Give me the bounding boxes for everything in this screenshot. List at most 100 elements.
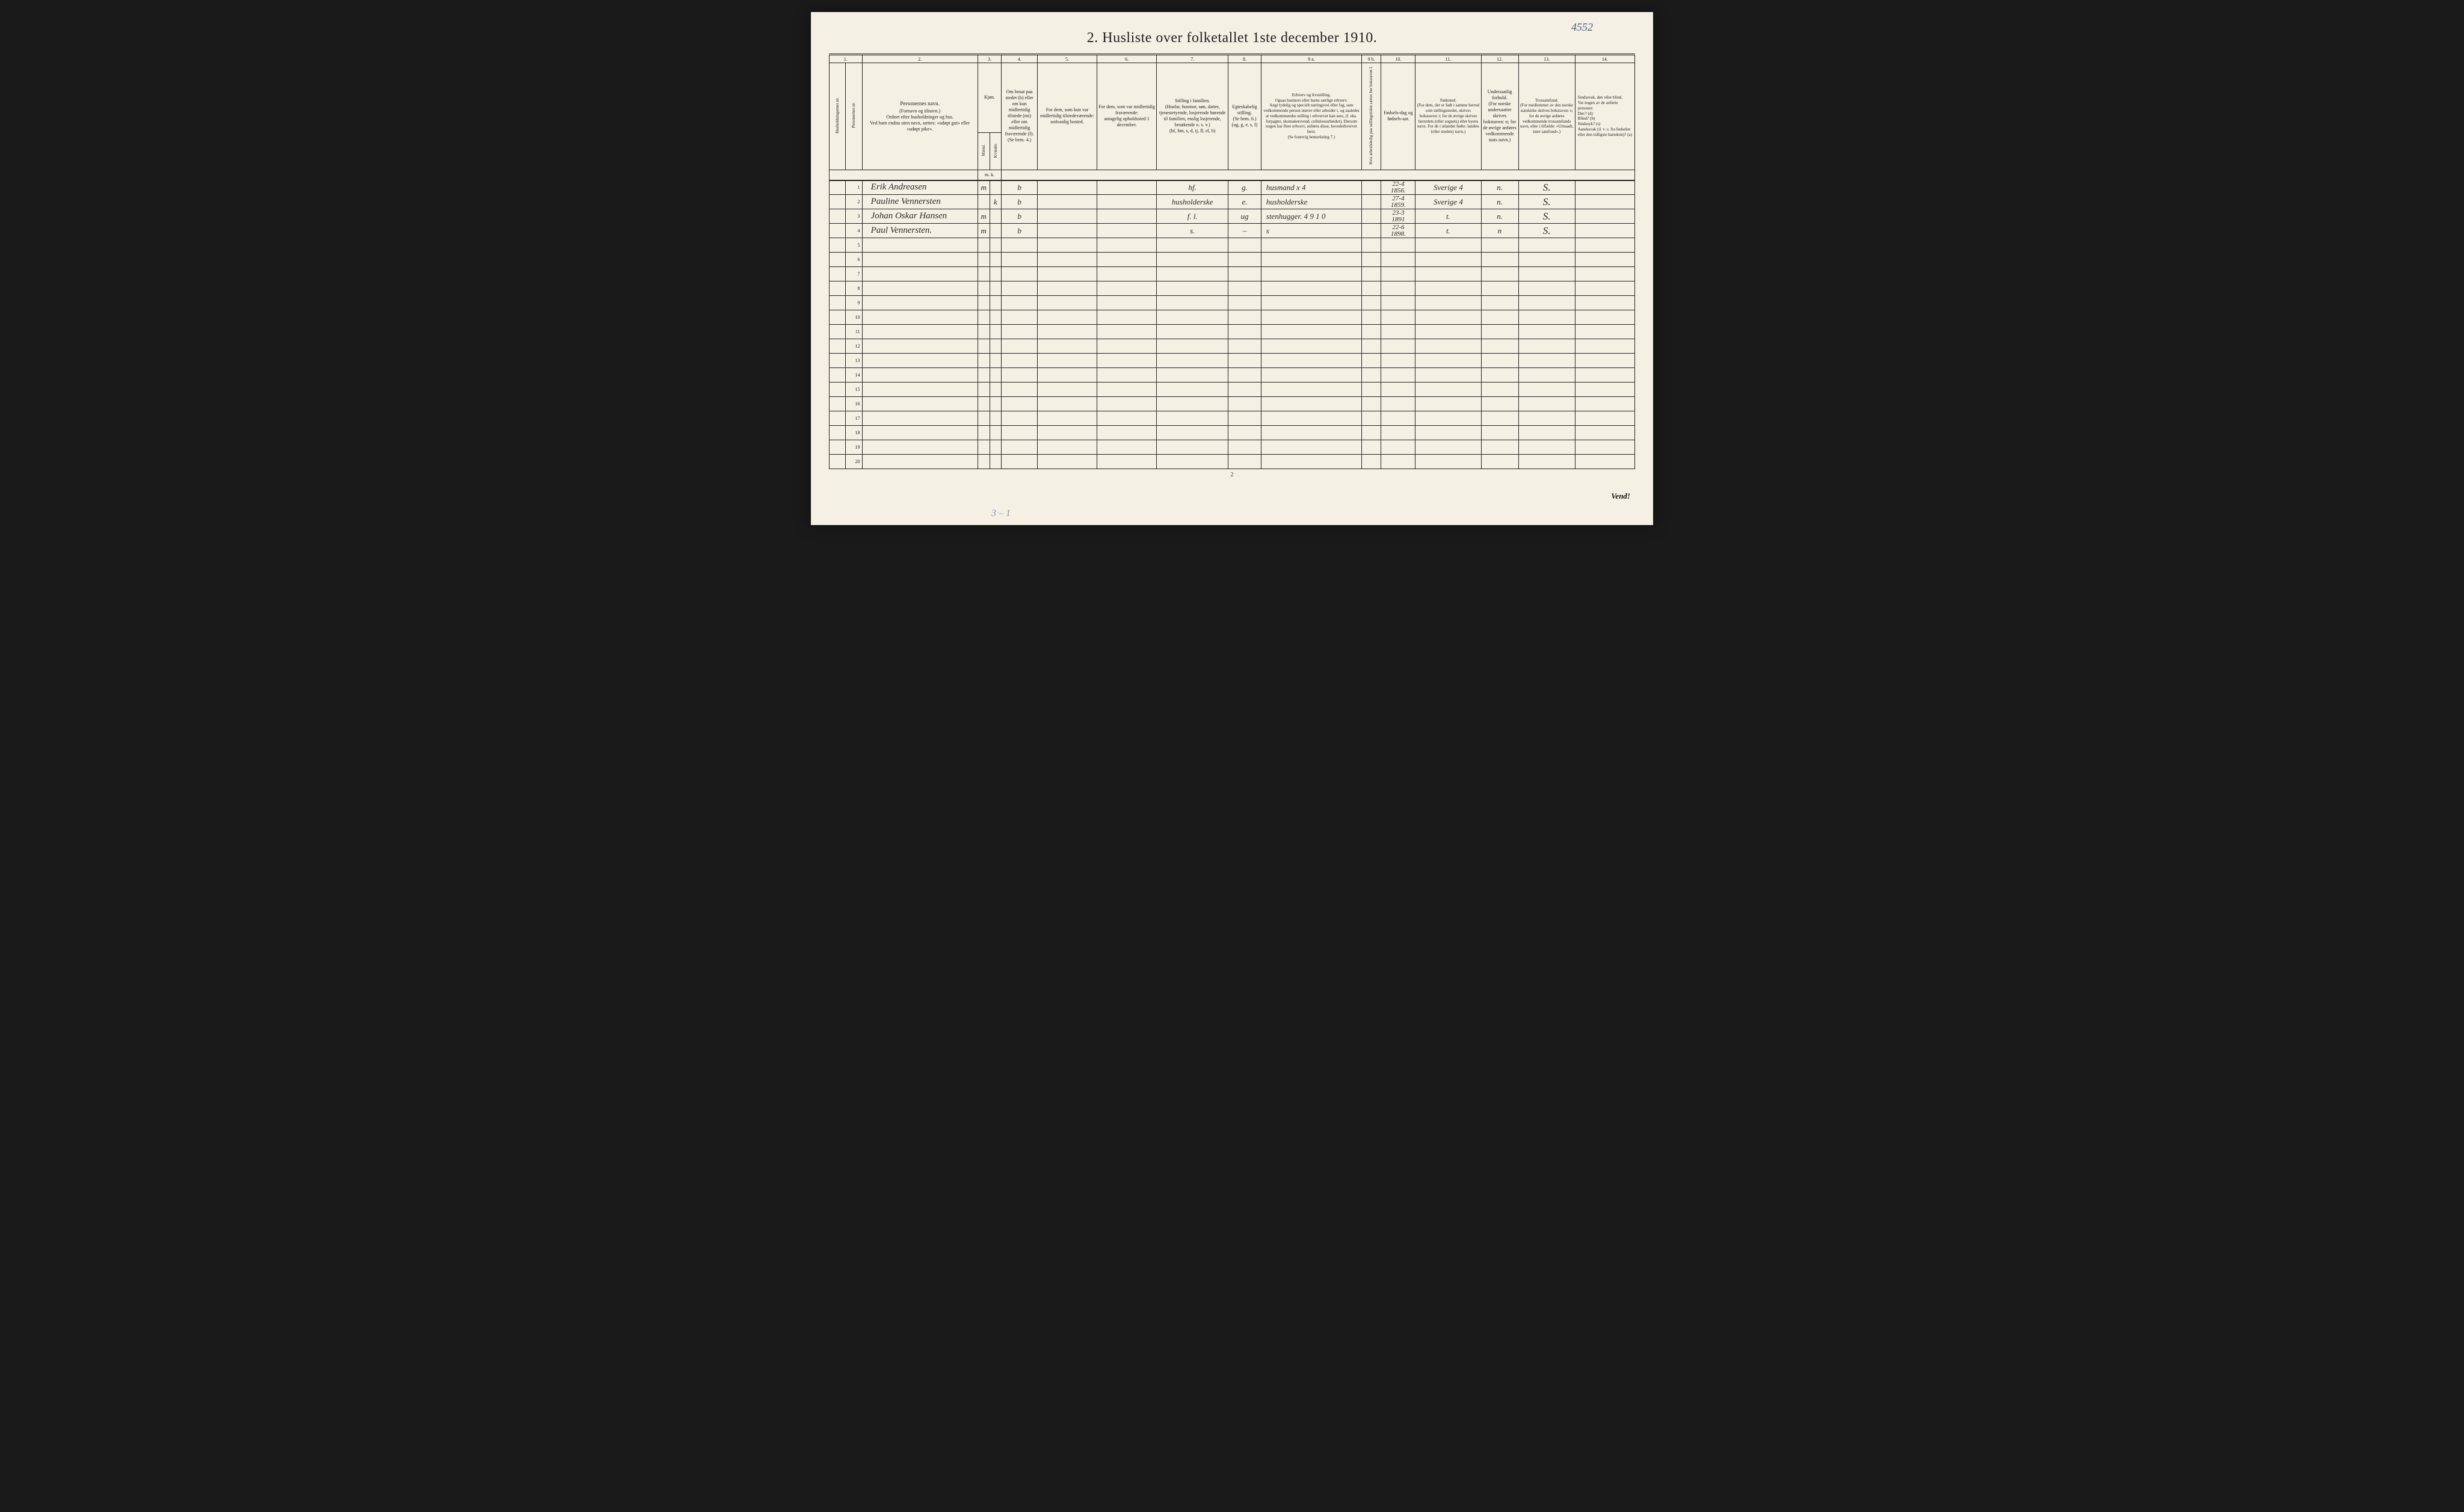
person-no: 14: [846, 368, 862, 383]
empty-cell: [862, 325, 978, 339]
empty-cell: [1228, 426, 1261, 440]
empty-cell: [990, 411, 1002, 426]
table-row: 19: [830, 440, 1635, 455]
household-no: [830, 310, 846, 325]
birthplace: t.: [1415, 224, 1481, 238]
empty-cell: [1518, 281, 1575, 296]
empty-cell: [1157, 267, 1228, 281]
empty-cell: [1575, 267, 1634, 281]
occupation: husholderske: [1261, 195, 1361, 209]
empty-cell: [1261, 238, 1361, 253]
empty-cell: [978, 325, 990, 339]
marital: ug: [1228, 209, 1261, 224]
person-no: 3: [846, 209, 862, 224]
empty-cell: [1261, 281, 1361, 296]
empty-cell: [862, 411, 978, 426]
empty-cell: [1002, 397, 1038, 411]
empty-cell: [1037, 411, 1097, 426]
empty-cell: [1002, 339, 1038, 354]
empty-cell: [1097, 440, 1157, 455]
person-no: 8: [846, 281, 862, 296]
religion: S.: [1518, 195, 1575, 209]
empty-cell: [862, 253, 978, 267]
empty-cell: [1157, 253, 1228, 267]
empty-cell: [1381, 238, 1415, 253]
hdr-nationality: Undersaatlig forhold. (For norske unders…: [1481, 63, 1518, 170]
empty-cell: [990, 325, 1002, 339]
residence: b: [1002, 195, 1038, 209]
empty-cell: [1002, 238, 1038, 253]
empty-cell: [1415, 354, 1481, 368]
marital: e.: [1228, 195, 1261, 209]
bottom-handwritten-note: 3 – 1: [991, 508, 1011, 519]
empty-cell: [1518, 253, 1575, 267]
household-no: [830, 397, 846, 411]
empty-cell: [1157, 310, 1228, 325]
birthplace: Sverige 4: [1415, 195, 1481, 209]
empty-cell: [1002, 426, 1038, 440]
colnum-12: 12.: [1481, 55, 1518, 63]
person-no: 2: [846, 195, 862, 209]
hdr-residence: Om bosat paa stedet (b) eller om kun mid…: [1002, 63, 1038, 170]
person-no: 20: [846, 455, 862, 469]
person-no: 15: [846, 383, 862, 397]
person-no: 19: [846, 440, 862, 455]
empty-cell: [1261, 253, 1361, 267]
empty-cell: [1261, 426, 1361, 440]
header-row: Husholdningernes nr. Personernes nr. Per…: [830, 63, 1635, 133]
person-no: 11: [846, 325, 862, 339]
empty-cell: [1381, 325, 1415, 339]
table-row: 16: [830, 397, 1635, 411]
empty-cell: [1481, 325, 1518, 339]
colnum-8: 8.: [1228, 55, 1261, 63]
empty-cell: [862, 426, 978, 440]
stub: [1002, 170, 1635, 180]
table-row: 5: [830, 238, 1635, 253]
sex-m: [978, 195, 990, 209]
empty-cell: [1228, 411, 1261, 426]
empty-cell: [1518, 267, 1575, 281]
empty-cell: [978, 440, 990, 455]
hdr-name: Personernes navn. (Fornavn og tilnavn.) …: [862, 63, 978, 170]
temp-absent: [1097, 209, 1157, 224]
empty-cell: [1362, 411, 1381, 426]
household-no: [830, 354, 846, 368]
empty-cell: [1002, 281, 1038, 296]
disability: [1575, 209, 1634, 224]
empty-cell: [1002, 296, 1038, 310]
name-cell: Pauline Vennersten: [862, 195, 978, 209]
table-row: 20: [830, 455, 1635, 469]
empty-cell: [1518, 397, 1575, 411]
empty-cell: [1002, 267, 1038, 281]
empty-cell: [1575, 440, 1634, 455]
empty-cell: [1228, 238, 1261, 253]
empty-cell: [1097, 267, 1157, 281]
hdr-occupation: Erhverv og livsstilling. Ogsaa husmors e…: [1261, 63, 1361, 170]
empty-cell: [1002, 383, 1038, 397]
empty-cell: [1037, 253, 1097, 267]
table-row: 15: [830, 383, 1635, 397]
empty-cell: [978, 368, 990, 383]
unemployed: [1362, 209, 1381, 224]
empty-cell: [1157, 339, 1228, 354]
empty-cell: [1518, 354, 1575, 368]
empty-cell: [1097, 238, 1157, 253]
empty-cell: [1261, 339, 1361, 354]
residence: b: [1002, 209, 1038, 224]
empty-cell: [978, 426, 990, 440]
stub: [830, 170, 978, 180]
empty-cell: [1157, 383, 1228, 397]
colnum-13: 13.: [1518, 55, 1575, 63]
unemployed: [1362, 195, 1381, 209]
empty-cell: [1481, 296, 1518, 310]
name-cell: Johan Oskar Hansen: [862, 209, 978, 224]
empty-cell: [1261, 325, 1361, 339]
empty-cell: [1362, 339, 1381, 354]
empty-cell: [1261, 383, 1361, 397]
empty-cell: [862, 455, 978, 469]
household-no: [830, 267, 846, 281]
sex-m: m: [978, 209, 990, 224]
empty-cell: [990, 383, 1002, 397]
temp-absent: [1097, 180, 1157, 195]
empty-cell: [1097, 397, 1157, 411]
